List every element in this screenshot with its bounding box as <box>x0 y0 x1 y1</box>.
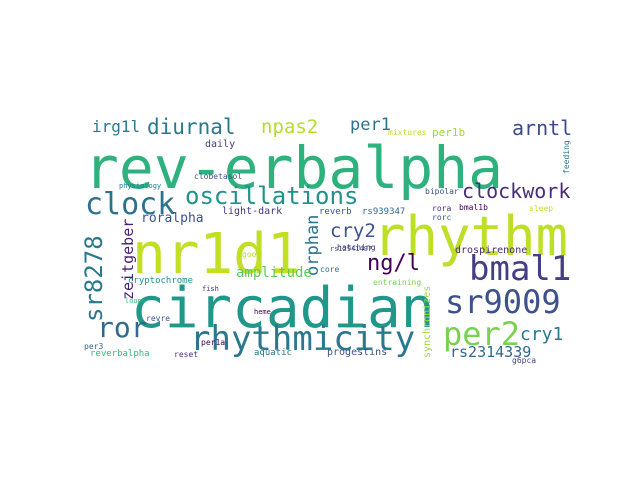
word-light-dark: light-dark <box>222 206 283 217</box>
word-g6pca: g6pca <box>512 356 537 365</box>
word-circadian: circadian <box>131 276 435 341</box>
word-cryptochrome: cryptochrome <box>128 276 194 286</box>
word-rs2314339: rs2314339 <box>450 343 532 361</box>
word-fish: fish <box>202 285 219 293</box>
word-diurnal: diurnal <box>147 115 236 139</box>
word-irg1l: irg1l <box>92 117 141 136</box>
word-rhythmicity: rhythmicity <box>190 319 416 359</box>
word-sr8278: sr8278 <box>80 235 108 322</box>
word-loops: loops <box>125 297 147 305</box>
word-sr9009: sr9009 <box>445 283 561 321</box>
word-hatching: hatching <box>337 243 376 252</box>
word-sleep: sleep <box>529 204 554 213</box>
word-arntl: arntl <box>512 116 573 140</box>
word-per1: per1 <box>350 115 391 135</box>
word-bmal1b: bmal1b <box>459 203 488 212</box>
word-rora: rora <box>432 204 452 213</box>
word-daily: daily <box>205 139 236 150</box>
word-synchronizes: synchronizes <box>422 285 433 358</box>
word-amplitude: amplitude <box>236 265 312 281</box>
word-per1a: per1a <box>201 338 226 347</box>
word-ng-l: ng/l <box>367 251 420 276</box>
word-bmal1: bmal1 <box>469 249 572 289</box>
word-rorc: rorc <box>432 213 452 222</box>
word-per2: per2 <box>443 315 521 353</box>
word-rs12941497: rs12941497 <box>330 245 373 253</box>
word-mixtures: mixtures <box>388 128 427 137</box>
word-bipolar: bipolar <box>425 187 459 196</box>
word-per3: per3 <box>84 342 104 351</box>
word-heme: heme <box>254 308 271 316</box>
word-cry2: cry2 <box>330 220 376 242</box>
word-good: good <box>242 250 262 259</box>
word-oscillations: oscillations <box>185 182 359 210</box>
word-clock: clock <box>85 187 176 222</box>
word-physiology: physiology <box>119 182 162 190</box>
word-progestins: progestins <box>327 347 388 358</box>
word-ror: ror <box>97 311 148 344</box>
word-roralpha: roralpha <box>141 211 204 226</box>
word-drospirenone: drospirenone <box>455 245 528 256</box>
word-feeding: feeding <box>562 140 571 174</box>
word-rev-erbalpha: rev-erbalpha <box>84 134 504 202</box>
word-npas2: npas2 <box>261 116 319 138</box>
word-cry1: cry1 <box>520 324 564 345</box>
word-reverb: reverb <box>319 207 352 217</box>
word-rhythm: rhythm <box>373 205 569 268</box>
word-reset: reset <box>174 350 199 359</box>
word-entraining: entraining <box>373 278 422 287</box>
word-reverbalpha: reverbalpha <box>90 349 150 359</box>
word-clobetasol: clobetasol <box>194 172 243 181</box>
word-clockwork: clockwork <box>462 179 571 203</box>
word-core: core <box>320 265 340 274</box>
word-nr1d1: nr1d1 <box>132 222 301 287</box>
word-aquatic: aquatic <box>254 348 292 358</box>
word-revre: revre <box>146 314 171 323</box>
word-rs939347: rs939347 <box>362 207 406 217</box>
word-per1b: per1b <box>432 126 466 139</box>
word-zeitgeber: zeitgeber <box>119 218 137 300</box>
